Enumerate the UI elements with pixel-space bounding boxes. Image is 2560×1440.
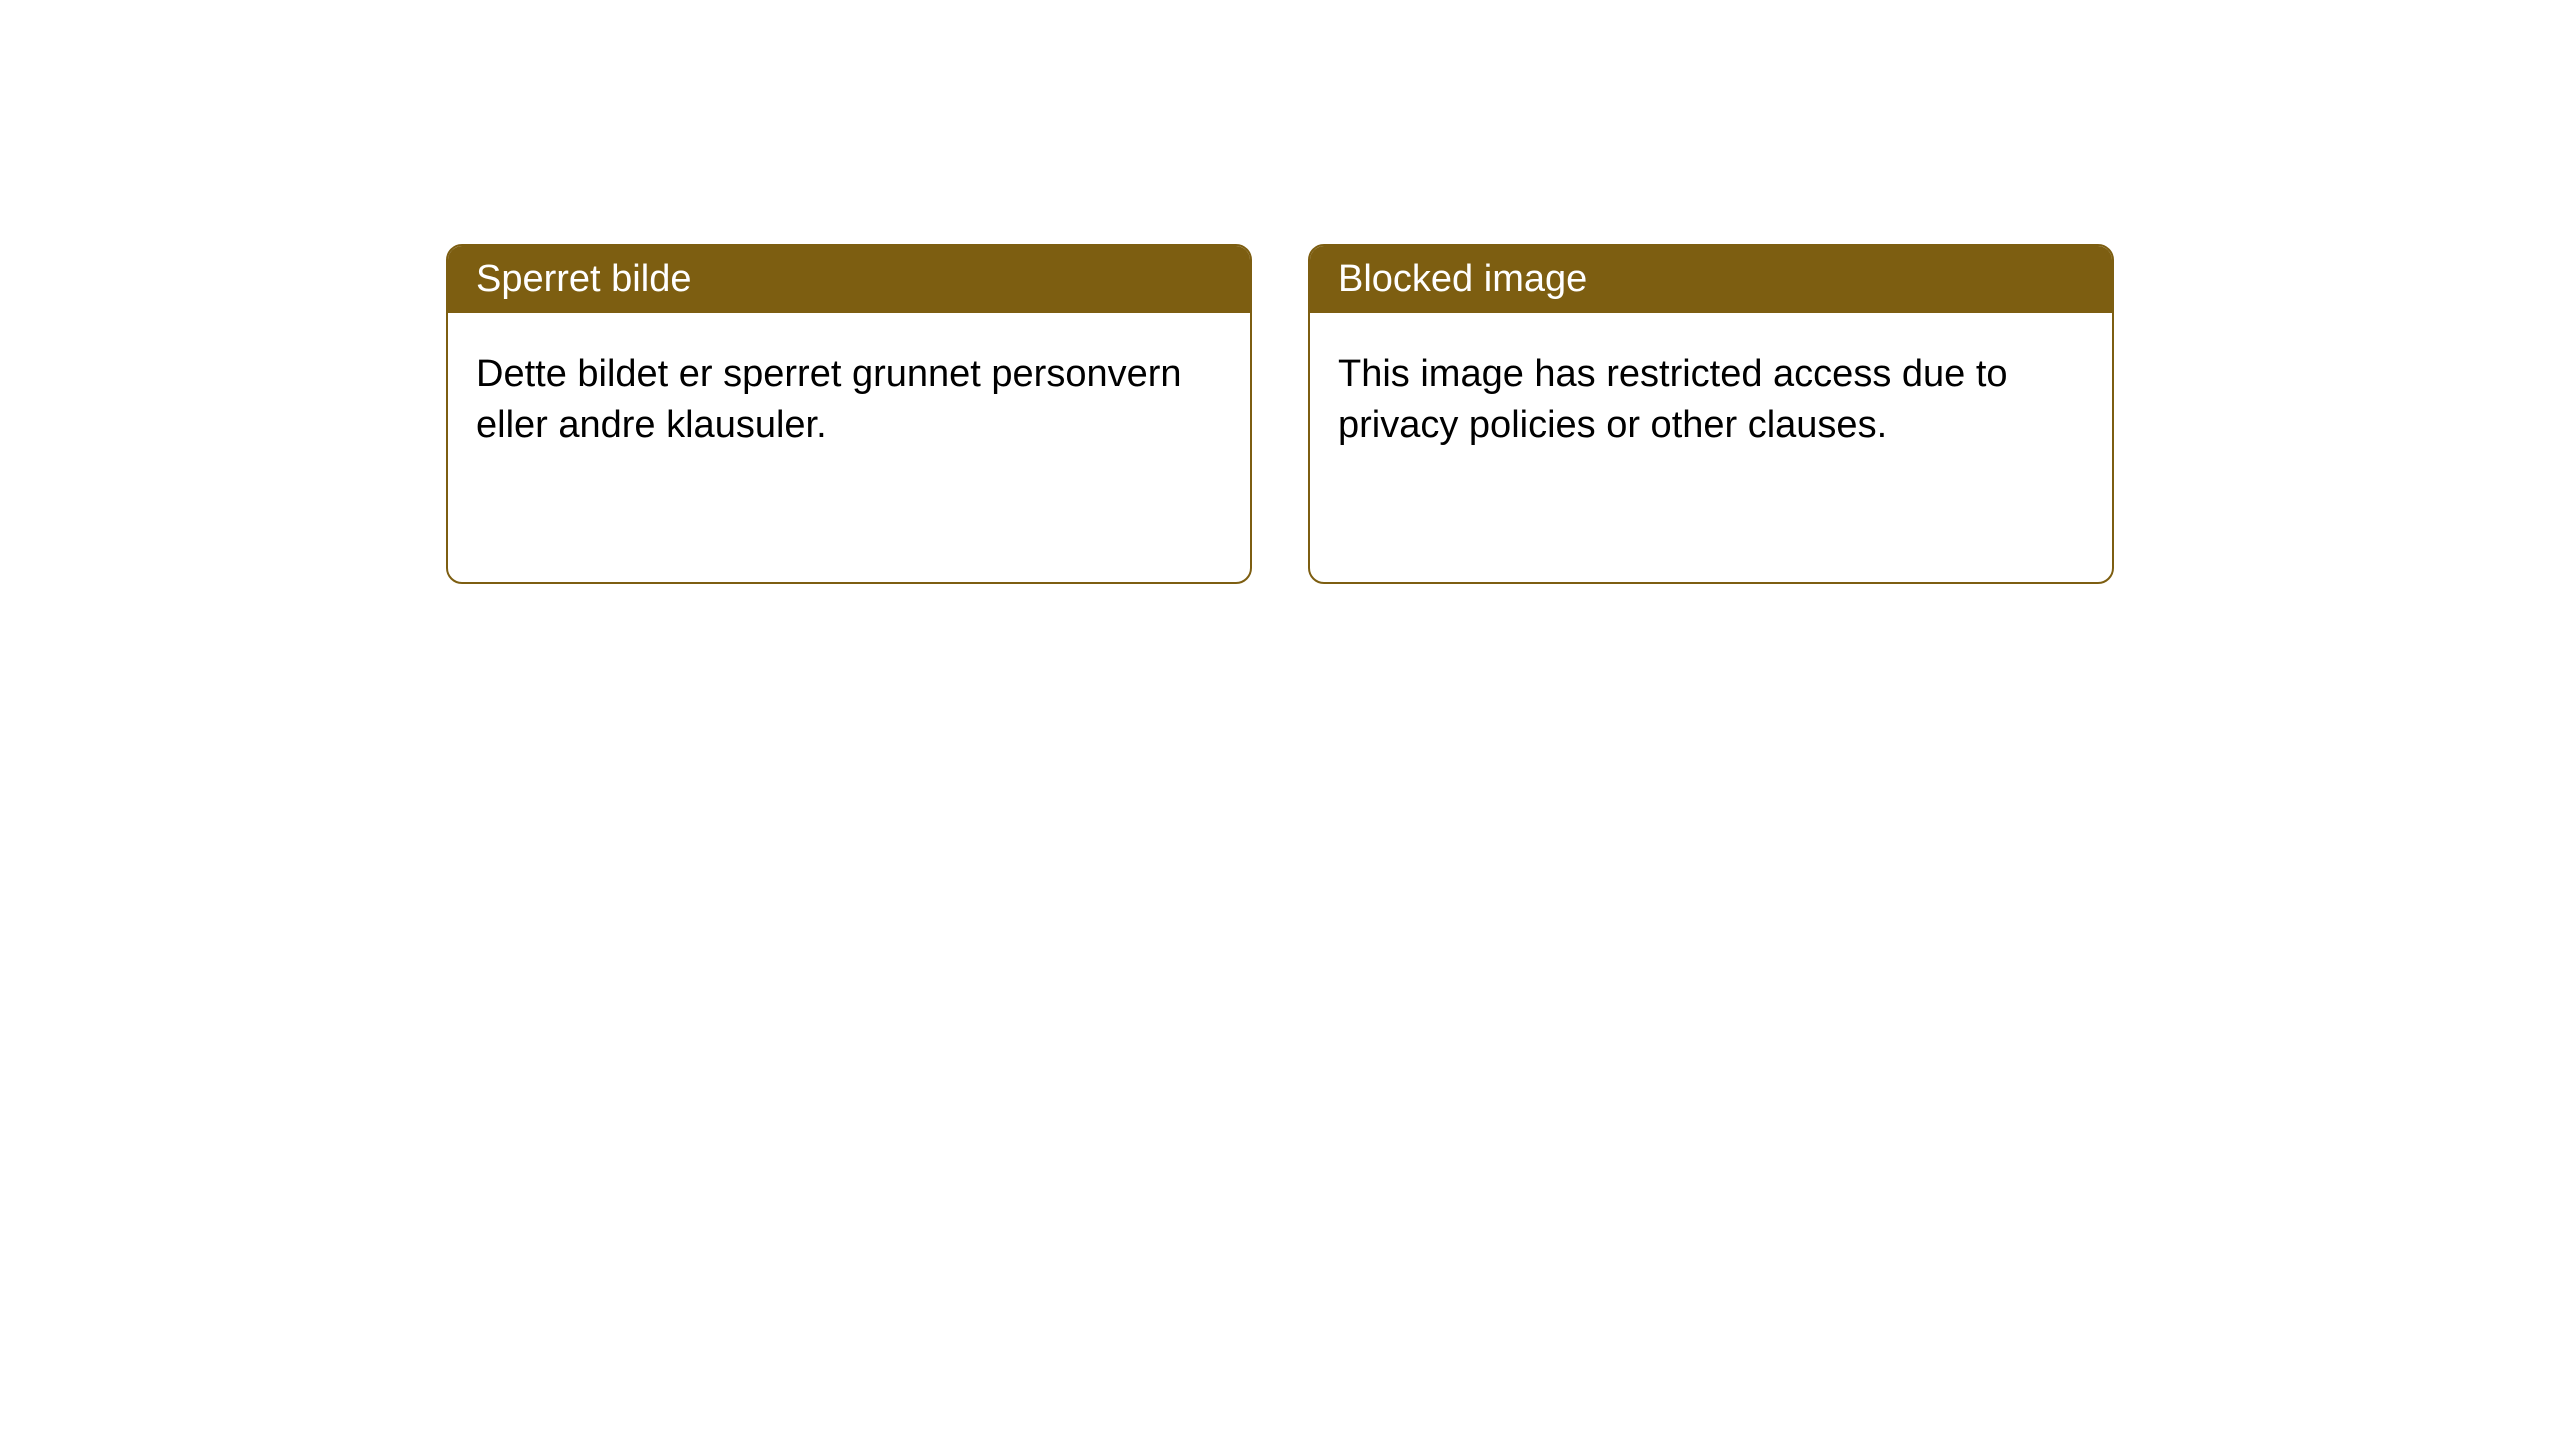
notice-title-no: Sperret bilde	[448, 246, 1250, 313]
notice-body-en: This image has restricted access due to …	[1310, 313, 2112, 488]
notice-container: Sperret bilde Dette bildet er sperret gr…	[446, 244, 2114, 584]
notice-title-en: Blocked image	[1310, 246, 2112, 313]
notice-card-en: Blocked image This image has restricted …	[1308, 244, 2114, 584]
notice-body-no: Dette bildet er sperret grunnet personve…	[448, 313, 1250, 488]
notice-card-no: Sperret bilde Dette bildet er sperret gr…	[446, 244, 1252, 584]
